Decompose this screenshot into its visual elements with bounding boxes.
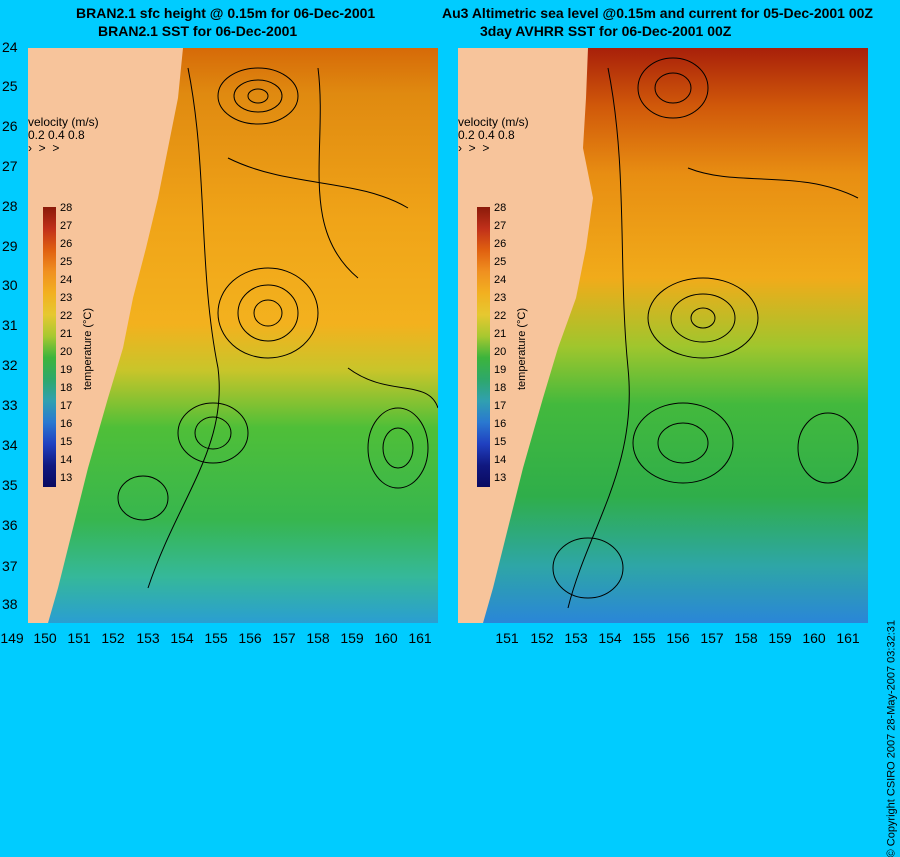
colorbar-level: 23 <box>494 292 507 304</box>
colorbar-left <box>43 207 56 487</box>
x-tick: 149 <box>0 630 24 646</box>
colorbar-level: 16 <box>60 418 73 430</box>
colorbar-level: 21 <box>494 328 507 340</box>
x-tick: 151 <box>495 630 519 646</box>
colorbar-level: 15 <box>60 436 73 448</box>
y-tick: 27 <box>2 158 18 174</box>
y-tick: 35 <box>2 477 18 493</box>
x-tick: 153 <box>564 630 588 646</box>
velocity-legend-right: velocity (m/s) 0.2 0.4 0.8 › > > <box>458 116 529 155</box>
colorbar-level: 20 <box>60 346 73 358</box>
y-tick: 38 <box>2 596 18 612</box>
colorbar-level: 22 <box>494 310 507 322</box>
left-map-svg <box>28 48 438 623</box>
colorbar-right-title: temperature (°C) <box>516 307 528 390</box>
x-tick: 156 <box>238 630 262 646</box>
x-tick: 151 <box>67 630 91 646</box>
x-tick: 154 <box>170 630 194 646</box>
colorbar-level: 25 <box>60 256 73 268</box>
y-tick: 31 <box>2 317 18 333</box>
y-tick: 25 <box>2 78 18 94</box>
colorbar-left-title: temperature (°C) <box>82 307 94 390</box>
colorbar-level: 26 <box>494 238 507 250</box>
velocity-legend-values: 0.2 0.4 0.8 <box>458 128 515 142</box>
colorbar-level: 25 <box>494 256 507 268</box>
colorbar-level: 16 <box>494 418 507 430</box>
left-title-line2: BRAN2.1 SST for 06-Dec-2001 <box>98 23 298 39</box>
land-mass <box>28 48 183 623</box>
land-mass <box>458 48 593 623</box>
colorbar-level: 18 <box>60 382 73 394</box>
y-tick: 34 <box>2 437 18 453</box>
velocity-legend-left: velocity (m/s) 0.2 0.4 0.8 › > > <box>28 116 99 155</box>
x-tick: 150 <box>33 630 57 646</box>
velocity-arrows-icon: › > > <box>458 141 490 155</box>
x-tick: 156 <box>666 630 690 646</box>
x-tick: 157 <box>272 630 296 646</box>
colorbar-level: 20 <box>494 346 507 358</box>
colorbar-level: 17 <box>60 400 73 412</box>
altimetric-contours <box>552 57 859 609</box>
velocity-legend-title: velocity (m/s) <box>28 115 99 129</box>
colorbar-level: 27 <box>60 220 73 232</box>
x-tick: 152 <box>530 630 554 646</box>
x-tick: 155 <box>632 630 656 646</box>
colorbar-level: 28 <box>60 202 73 214</box>
y-tick: 32 <box>2 357 18 373</box>
x-tick: 161 <box>836 630 860 646</box>
x-tick: 155 <box>204 630 228 646</box>
x-tick: 158 <box>306 630 330 646</box>
y-tick: 30 <box>2 277 18 293</box>
x-tick: 159 <box>768 630 792 646</box>
x-tick: 158 <box>734 630 758 646</box>
colorbar-level: 21 <box>60 328 73 340</box>
y-tick: 28 <box>2 198 18 214</box>
x-tick: 152 <box>101 630 125 646</box>
velocity-arrows-icon: › > > <box>28 141 60 155</box>
velocity-legend-title: velocity (m/s) <box>458 115 529 129</box>
y-tick: 29 <box>2 238 18 254</box>
left-map-panel <box>28 48 438 623</box>
colorbar-level: 24 <box>494 274 507 286</box>
colorbar-level: 24 <box>60 274 73 286</box>
x-tick: 160 <box>802 630 826 646</box>
colorbar-level: 18 <box>494 382 507 394</box>
right-map-svg <box>458 48 868 623</box>
y-tick: 33 <box>2 397 18 413</box>
colorbar-level: 14 <box>494 454 507 466</box>
colorbar-level: 22 <box>60 310 73 322</box>
colorbar-level: 19 <box>60 364 73 376</box>
y-tick: 24 <box>2 39 18 55</box>
colorbar-level: 13 <box>494 472 507 484</box>
colorbar-level: 26 <box>60 238 73 250</box>
copyright-notice: © Copyright CSIRO 2007 28-May-2007 03:32… <box>885 620 897 857</box>
x-tick: 157 <box>700 630 724 646</box>
colorbar-level: 27 <box>494 220 507 232</box>
colorbar-right <box>477 207 490 487</box>
left-panel-title: BRAN2.1 sfc height @ 0.15m for 06-Dec-20… <box>76 4 375 40</box>
colorbar-level: 13 <box>60 472 73 484</box>
x-tick: 153 <box>136 630 160 646</box>
right-panel-title: Au3 Altimetric sea level @0.15m and curr… <box>442 4 873 40</box>
colorbar-level: 14 <box>60 454 73 466</box>
colorbar-level: 17 <box>494 400 507 412</box>
right-map-panel <box>458 48 868 623</box>
velocity-legend-values: 0.2 0.4 0.8 <box>28 128 85 142</box>
colorbar-level: 19 <box>494 364 507 376</box>
x-tick: 160 <box>374 630 398 646</box>
colorbar-level: 28 <box>494 202 507 214</box>
right-title-line1: Au3 Altimetric sea level @0.15m and curr… <box>442 5 873 21</box>
right-title-line2: 3day AVHRR SST for 06-Dec-2001 00Z <box>480 23 732 39</box>
x-tick: 154 <box>598 630 622 646</box>
left-title-line1: BRAN2.1 sfc height @ 0.15m for 06-Dec-20… <box>76 5 376 21</box>
colorbar-level: 23 <box>60 292 73 304</box>
sea-height-contours <box>117 67 438 589</box>
x-tick: 161 <box>408 630 432 646</box>
y-tick: 26 <box>2 118 18 134</box>
colorbar-level: 15 <box>494 436 507 448</box>
y-tick: 36 <box>2 517 18 533</box>
y-tick: 37 <box>2 558 18 574</box>
x-tick: 159 <box>340 630 364 646</box>
